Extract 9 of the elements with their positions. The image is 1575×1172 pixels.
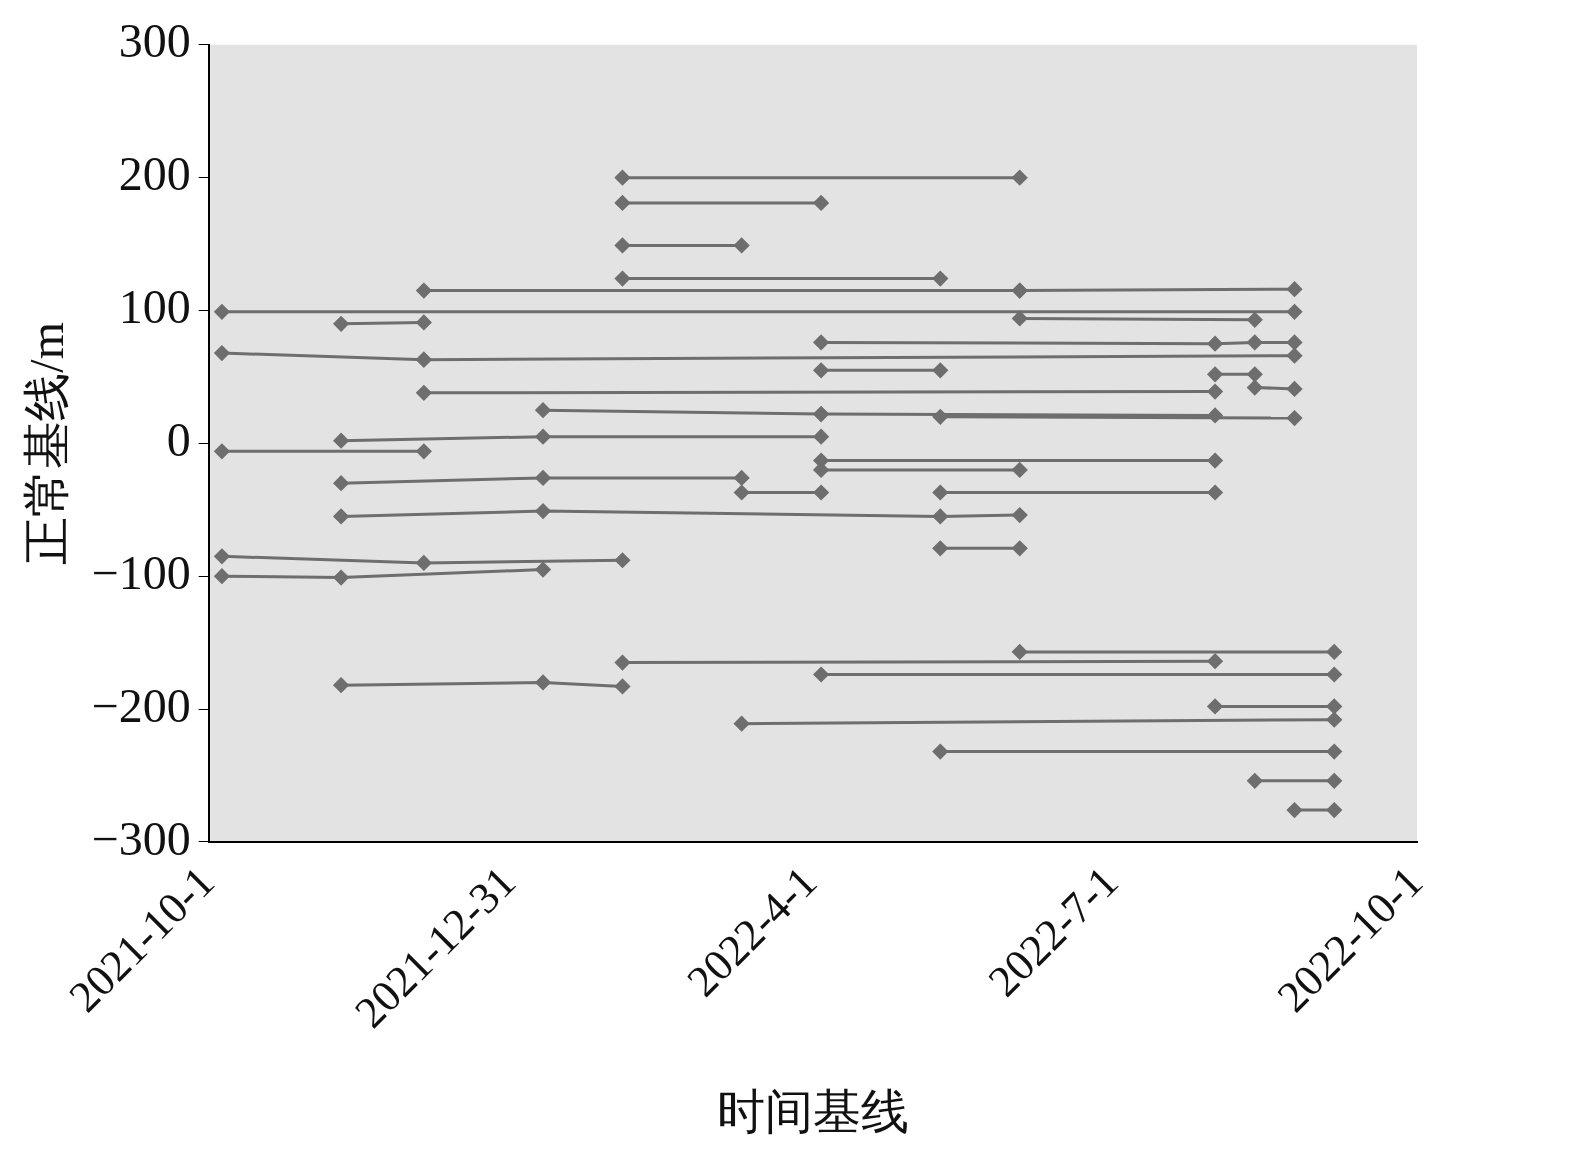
y-tick-label: 0 <box>166 412 191 466</box>
y-tick-label: −100 <box>91 545 191 599</box>
y-tick-label: 100 <box>118 280 191 334</box>
x-axis-title: 时间基线 <box>716 1084 909 1138</box>
y-tick-label: 200 <box>118 147 191 201</box>
y-tick-label: −200 <box>91 678 191 732</box>
y-tick-label: −300 <box>91 811 191 865</box>
y-tick-label: 300 <box>118 14 191 68</box>
y-axis-title: 正常基线/m <box>20 322 74 565</box>
